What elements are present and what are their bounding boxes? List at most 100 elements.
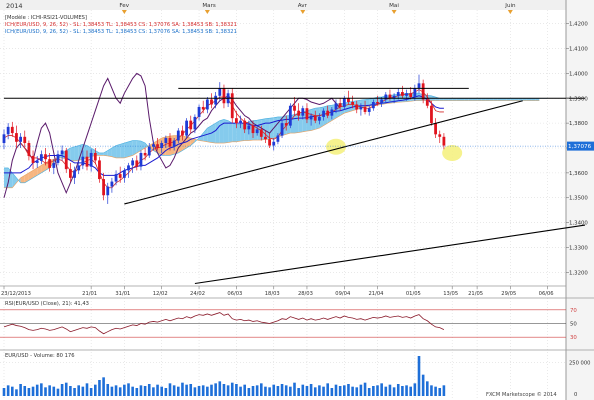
kumo-bull-segment	[74, 145, 79, 161]
candle-body	[421, 83, 425, 100]
volume-bar	[69, 386, 72, 396]
kumo-bull-segment	[311, 108, 316, 131]
kumo-bull-segment	[448, 98, 453, 101]
month-marker-triangle	[121, 10, 127, 14]
candle-body	[367, 108, 371, 112]
candle-body	[305, 108, 309, 120]
month-markers: Fev Mars Avr Mai Juin	[119, 3, 516, 14]
candle-body	[185, 120, 188, 136]
volume-bar	[442, 385, 446, 396]
volume-bar	[118, 387, 122, 396]
candle-body	[64, 150, 68, 170]
kumo-bull-segment	[128, 140, 133, 157]
candle-body	[301, 108, 305, 116]
volume-bar	[301, 384, 305, 396]
y-tick-label: 1,3900	[569, 96, 588, 102]
volume-bar	[60, 384, 64, 396]
candle-body	[330, 109, 334, 116]
kumo-bull-segment	[522, 98, 527, 101]
kumo-bull-segment	[136, 140, 141, 153]
volume-bar	[181, 382, 184, 396]
candle-body	[197, 106, 201, 117]
candle-body	[118, 174, 122, 178]
volume-bar	[123, 384, 126, 396]
volume-bar	[185, 384, 188, 396]
volume-bar	[135, 388, 139, 396]
volume-bar	[309, 384, 313, 396]
volume-bar	[73, 388, 76, 396]
volume-bar	[164, 388, 168, 396]
volume-bar	[110, 386, 114, 396]
volume-bar	[338, 386, 342, 396]
candle-body	[297, 110, 301, 116]
candle-body	[376, 102, 379, 104]
y-axis-panel	[566, 0, 594, 400]
month-label: Juin	[504, 3, 516, 9]
trendline	[194, 224, 586, 285]
candle-body	[313, 115, 317, 121]
kijun-sen-line	[4, 95, 444, 176]
volume-bar	[23, 386, 27, 396]
volume-bar	[367, 388, 371, 396]
candle-body	[247, 125, 251, 130]
y-tick-label: 1,4200	[569, 22, 588, 28]
candle-body	[359, 106, 363, 110]
candle-body	[131, 160, 135, 166]
volume-bar	[27, 388, 31, 396]
candle-body	[326, 110, 330, 116]
ichimoku-legend-2: ICH(EUR/USD, 9, 26, 52) - SL: 1,38453 TL…	[5, 29, 237, 35]
volume-bar	[114, 385, 118, 396]
kumo-bull-segment	[298, 111, 303, 133]
volume-bar	[85, 383, 89, 396]
volume-tick-label: 0	[574, 392, 577, 398]
kumo-bull-segment	[452, 98, 457, 101]
rsi-level-label: 30	[570, 335, 577, 341]
kumo-bull-segment	[120, 143, 125, 158]
volume-bar	[239, 386, 242, 396]
volume-bar	[343, 385, 346, 396]
candle-body	[160, 143, 164, 148]
trendline	[124, 100, 523, 205]
kumo-bull-segment	[116, 144, 121, 158]
volume-bar	[355, 387, 359, 396]
volume-bar	[426, 381, 429, 396]
candle-body	[44, 154, 47, 160]
x-tick-label: 13/05	[443, 291, 458, 297]
candle-body	[2, 134, 6, 144]
volume-bar	[260, 383, 263, 396]
rsi-title: RSI(EUR/USD (Close), 21): 41,43	[5, 301, 89, 307]
candle-body	[10, 126, 14, 134]
volume-bar	[413, 383, 417, 396]
volume-bar	[280, 384, 284, 396]
candle-body	[309, 115, 313, 120]
y-tick-label: 1,3200	[569, 270, 588, 276]
volume-bar	[376, 385, 379, 396]
candle-body	[251, 125, 255, 134]
month-marker-triangle	[391, 10, 397, 14]
chart-grid	[0, 10, 566, 400]
kumo-bull-segment	[514, 98, 519, 101]
candle-body	[110, 181, 114, 187]
kumo-bull-segment	[460, 98, 465, 101]
volume-bar	[2, 388, 6, 396]
volume-bar	[139, 385, 143, 396]
kumo-bull-segment	[103, 150, 108, 156]
volume-bar	[272, 384, 276, 396]
candle-body	[264, 136, 267, 140]
volume-bar	[380, 383, 383, 396]
x-tick-label: 21/04	[369, 291, 385, 297]
year-label: 2014	[6, 2, 23, 10]
volume-bar	[206, 386, 209, 396]
candle-body	[189, 120, 193, 130]
kumo-bull-segment	[456, 98, 461, 101]
kumo-bull-segment	[82, 144, 87, 160]
candle-body	[60, 150, 64, 155]
volume-bar	[218, 381, 222, 396]
candle-body	[164, 138, 168, 144]
month-marker-triangle	[300, 10, 306, 14]
candle-body	[77, 165, 81, 171]
candle-body	[139, 152, 143, 167]
